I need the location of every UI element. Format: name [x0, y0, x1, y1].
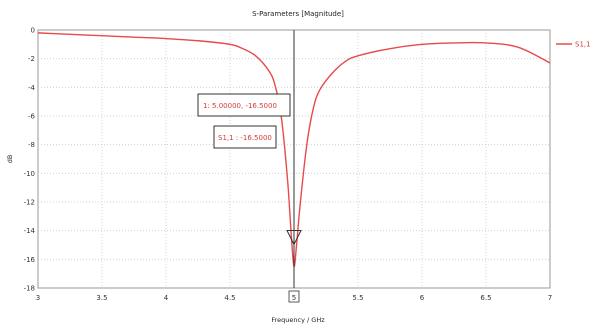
annotation-text-2: S1,1 : -16.5000 — [218, 134, 272, 142]
annotation-box-1 — [197, 93, 291, 117]
y-tick-label: -10 — [24, 170, 35, 178]
y-tick-label: -16 — [24, 256, 36, 264]
annotation-text-1: 1: 5.00000, -16.5000 — [203, 102, 277, 110]
marker-x-label: 5 — [292, 294, 296, 302]
y-tick-label: -14 — [24, 227, 36, 235]
x-tick-label: 4 — [164, 294, 169, 302]
x-tick-label: 3.5 — [96, 294, 107, 302]
x-tick-label: 6.5 — [480, 294, 491, 302]
x-tick-label: 3 — [36, 294, 40, 302]
annotation-box-2 — [213, 125, 277, 149]
x-tick-label: 6 — [420, 294, 425, 302]
x-tick-label: 5.5 — [352, 294, 363, 302]
legend: S1,1 — [556, 41, 591, 49]
marker-annotation-2: S1,1 : -16.5000 — [213, 125, 277, 149]
marker: 5 — [286, 30, 302, 303]
y-axis-ticks: 0 -2 -4 -6 -8 -10 -12 -14 -16 -18 — [24, 27, 36, 293]
y-tick-label: -12 — [24, 199, 35, 207]
y-axis-label: dB — [6, 155, 14, 164]
x-tick-label: 4.5 — [224, 294, 235, 302]
y-tick-label: -8 — [28, 141, 35, 149]
y-tick-label: 0 — [31, 27, 35, 35]
marker-triangle — [286, 230, 302, 246]
y-tick-label: -6 — [28, 113, 36, 121]
y-tick-label: -4 — [28, 84, 36, 92]
marker-annotation-1: 1: 5.00000, -16.5000 — [197, 93, 291, 117]
y-tick-label: -2 — [28, 55, 35, 63]
legend-label: S1,1 — [575, 41, 591, 49]
x-axis-label: Frequency / GHz — [271, 316, 325, 324]
x-tick-label: 7 — [548, 294, 552, 302]
marker-x-box — [288, 290, 300, 303]
chart-title: S-Parameters [Magnitude] — [252, 10, 344, 18]
y-tick-label: -18 — [24, 285, 35, 293]
